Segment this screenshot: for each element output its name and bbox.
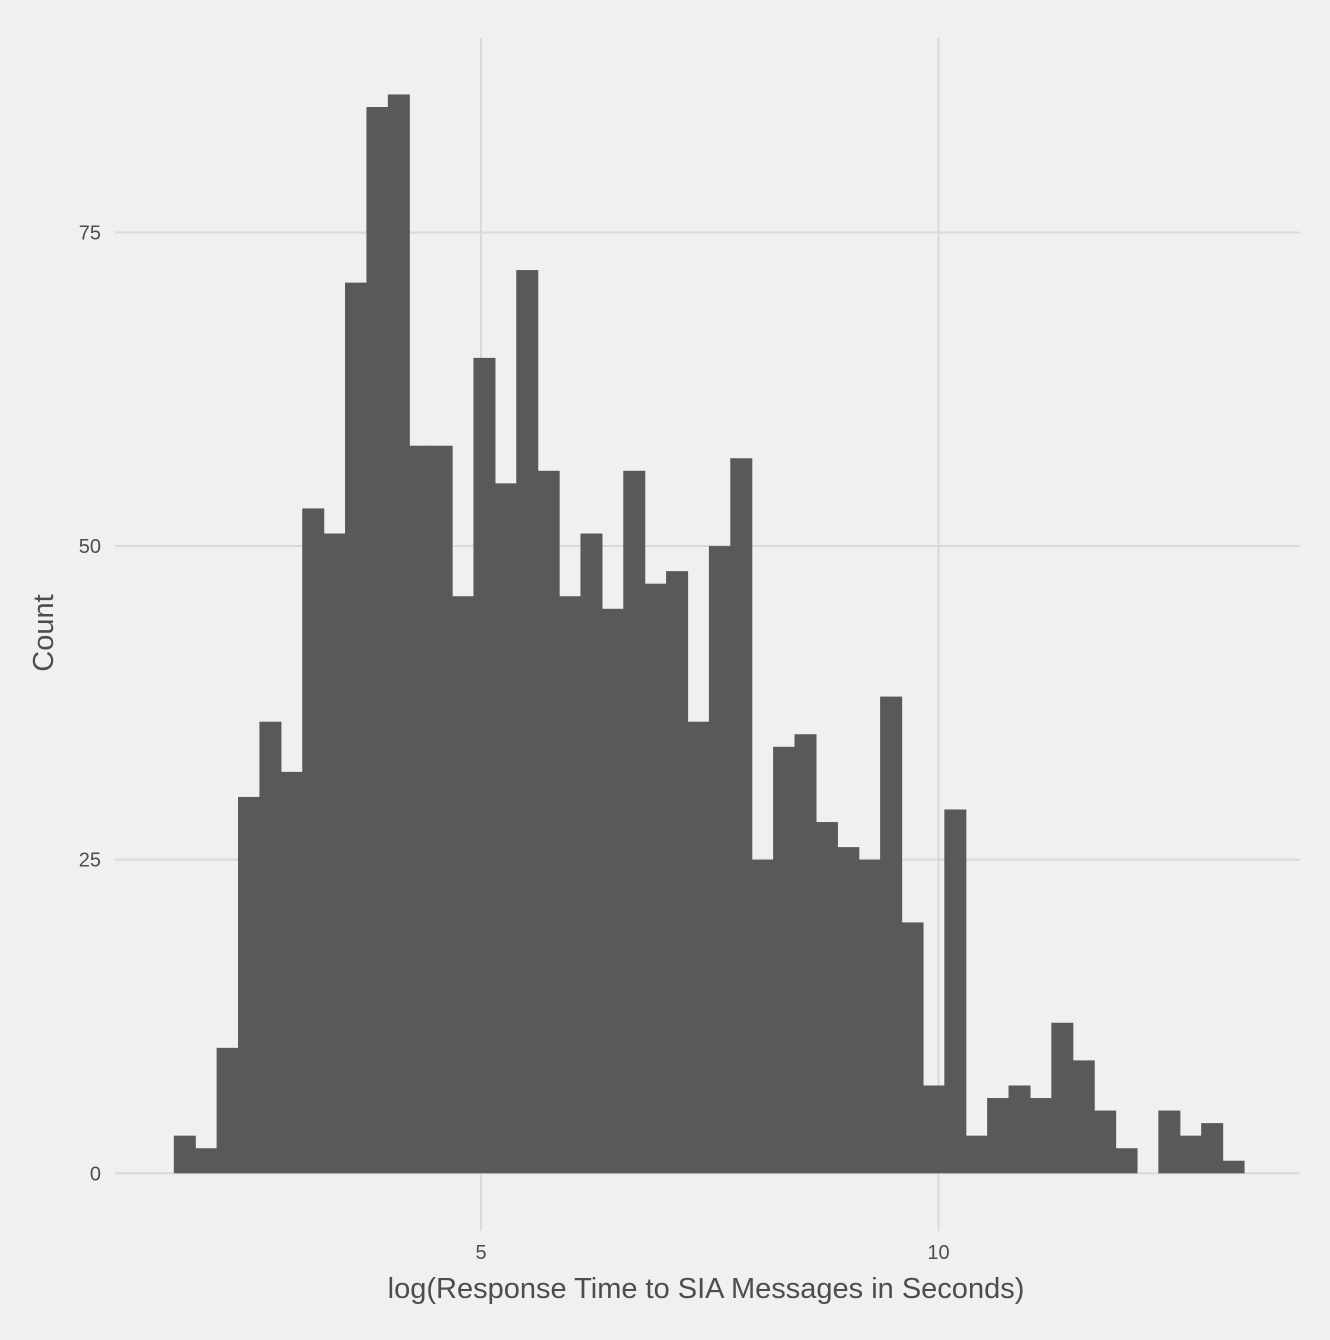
histogram-bar xyxy=(1179,1135,1202,1174)
histogram-bar xyxy=(751,859,774,1174)
histogram-bar xyxy=(880,696,903,1174)
histogram-bar xyxy=(644,583,667,1174)
histogram-bar xyxy=(1029,1098,1052,1174)
histogram-bar xyxy=(173,1135,196,1174)
histogram-bar xyxy=(922,1085,945,1174)
histogram-bar xyxy=(216,1047,239,1174)
histogram-bar xyxy=(815,822,838,1174)
x-axis-title: log(Response Time to SIA Messages in Sec… xyxy=(388,1273,1025,1305)
histogram-bar xyxy=(259,721,282,1174)
histogram-bar xyxy=(858,859,881,1174)
histogram-bar xyxy=(794,734,817,1174)
histogram-bar xyxy=(409,445,432,1174)
histogram-bar xyxy=(537,470,560,1174)
histogram-bar xyxy=(708,546,731,1174)
y-tick-label: 50 xyxy=(79,536,101,558)
histogram-bar xyxy=(302,508,325,1174)
histogram-bar xyxy=(773,746,796,1174)
histogram-bar xyxy=(452,596,475,1174)
histogram-bar xyxy=(623,470,646,1174)
histogram-bar xyxy=(345,282,368,1174)
histogram-bar xyxy=(473,357,496,1174)
histogram-bar xyxy=(1008,1085,1031,1174)
histogram-bar xyxy=(559,596,582,1174)
histogram-bar xyxy=(1051,1022,1074,1174)
histogram-bar xyxy=(666,571,689,1174)
y-axis-title: Count xyxy=(28,594,60,671)
histogram-bar xyxy=(601,608,624,1174)
x-tick-label: 5 xyxy=(475,1242,486,1264)
histogram-bar xyxy=(494,483,517,1174)
histogram-bar xyxy=(1222,1160,1245,1174)
x-tick-label: 10 xyxy=(927,1242,949,1264)
histogram-bar xyxy=(1115,1148,1138,1174)
y-tick-label: 75 xyxy=(79,222,101,244)
histogram-bar xyxy=(1158,1110,1181,1174)
histogram-bar xyxy=(430,445,453,1174)
histogram-bar xyxy=(387,94,410,1174)
histogram-bars xyxy=(173,94,1245,1174)
tick-labels: 0 25 50 75 5 10 xyxy=(79,222,950,1264)
histogram-bar xyxy=(965,1135,988,1174)
histogram-bar xyxy=(687,721,710,1174)
histogram-bar xyxy=(580,533,603,1174)
histogram-bar xyxy=(730,458,753,1174)
histogram-bar xyxy=(1094,1110,1117,1174)
histogram-bar xyxy=(1072,1060,1095,1174)
histogram-bar xyxy=(901,922,924,1174)
histogram-bar xyxy=(280,771,303,1174)
histogram-bar xyxy=(837,847,860,1174)
histogram-bar xyxy=(944,809,967,1174)
histogram-bar xyxy=(516,270,539,1174)
y-tick-label: 25 xyxy=(79,850,101,872)
y-tick-label: 0 xyxy=(90,1163,101,1185)
histogram-bar xyxy=(1201,1123,1224,1174)
histogram-bar xyxy=(987,1098,1010,1174)
histogram-bar xyxy=(366,106,389,1174)
histogram-bar xyxy=(195,1148,218,1174)
histogram-bar xyxy=(238,796,261,1174)
histogram-bar xyxy=(323,533,346,1174)
